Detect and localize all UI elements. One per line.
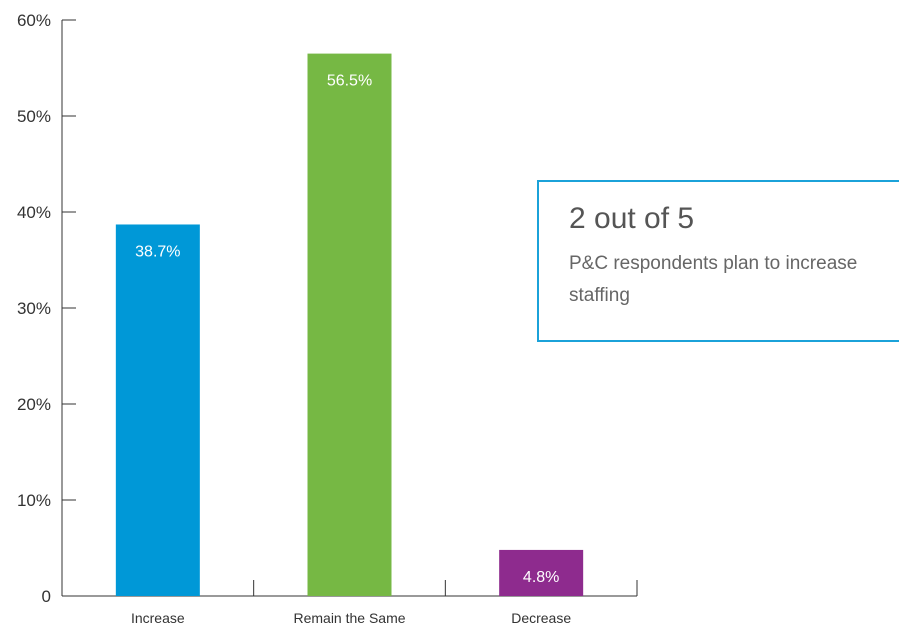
- callout-body: P&C respondents plan to increase staffin…: [569, 253, 858, 306]
- y-tick-label: 10%: [17, 491, 51, 510]
- x-tick-label: Increase: [131, 610, 185, 626]
- callout-headline: 2 out of 5: [569, 202, 695, 235]
- y-tick-label: 60%: [17, 11, 51, 30]
- y-tick-label: 20%: [17, 395, 51, 414]
- bar: [499, 549, 584, 596]
- x-tick-label: Remain the Same: [293, 610, 405, 626]
- bar: [307, 53, 392, 597]
- chart-bars: [115, 53, 584, 597]
- data-label: 38.7%: [135, 243, 180, 260]
- y-tick-label: 40%: [17, 203, 51, 222]
- callout-box: 2 out of 5 P&C respondents plan to incre…: [537, 180, 899, 342]
- y-tick-label: 50%: [17, 107, 51, 126]
- data-label: 4.8%: [523, 569, 559, 586]
- y-tick-label: 30%: [17, 299, 51, 318]
- chart-labels: 0 10% 20% 30% 40% 50% 60% 38.7% Increase 56.5% Rem…: [17, 11, 571, 626]
- bar: [115, 224, 200, 597]
- y-tick-label: 0: [42, 587, 51, 606]
- data-label: 56.5%: [327, 73, 372, 90]
- x-tick-label: Decrease: [511, 610, 571, 626]
